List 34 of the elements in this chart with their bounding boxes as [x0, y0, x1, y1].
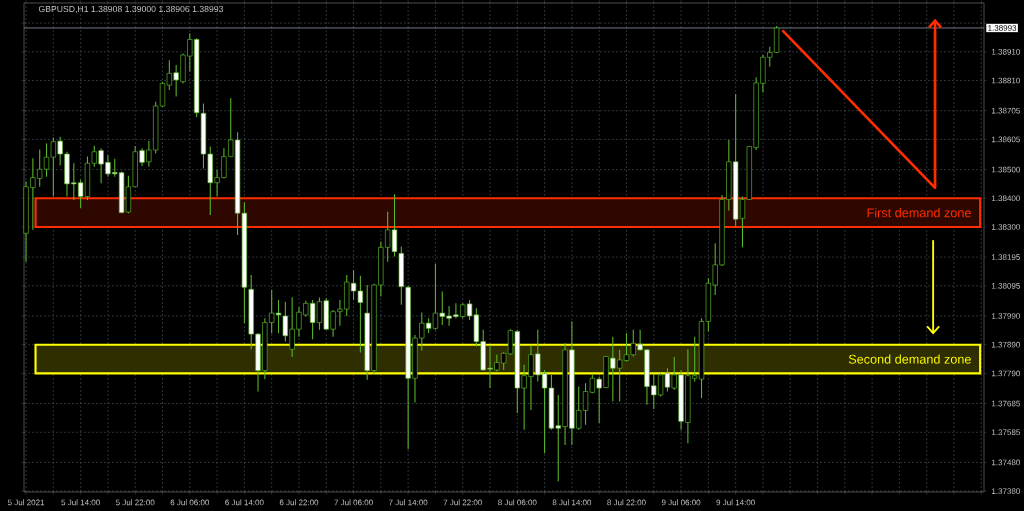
- x-tick-label: 9 Jul 06:00: [661, 499, 701, 506]
- x-tick-label: 6 Jul 14:00: [225, 499, 264, 506]
- y-tick-label: 1.37585: [991, 429, 1020, 436]
- y-tick-label: 1.38300: [991, 224, 1020, 230]
- ref-line-label: 1.38993: [988, 25, 1017, 31]
- x-tick-label: 9 Jul 14:00: [716, 499, 755, 506]
- y-tick-label: 1.38195: [991, 254, 1020, 260]
- y-tick-label: 1.38810: [991, 77, 1020, 84]
- y-tick-label: 1.37890: [991, 341, 1020, 348]
- x-tick-label: 5 Jul 22:00: [115, 499, 155, 506]
- x-tick-label: 6 Jul 06:00: [170, 499, 210, 506]
- x-tick-label: 7 Jul 14:00: [388, 499, 428, 506]
- y-tick-label: 1.38910: [991, 48, 1020, 55]
- x-tick-label: 6 Jul 22:00: [279, 499, 319, 506]
- band-label: Second demand zone: [848, 354, 971, 364]
- x-tick-label: 5 Jul 14:00: [61, 499, 100, 506]
- y-tick-label: 1.37380: [991, 488, 1020, 494]
- x-tick-label: 8 Jul 14:00: [552, 499, 592, 506]
- y-tick-label: 1.37990: [991, 313, 1020, 319]
- y-tick-label: 1.38095: [991, 283, 1020, 289]
- y-tick-label: 1.38500: [991, 166, 1020, 173]
- y-tick-label: 1.38400: [991, 195, 1020, 202]
- x-tick-label: 8 Jul 22:00: [607, 499, 646, 506]
- x-tick-label: 7 Jul 06:00: [334, 499, 373, 506]
- x-tick-label: 7 Jul 22:00: [443, 499, 482, 506]
- band-label: First demand zone: [867, 207, 971, 218]
- chart-title: GBPUSD,H1 1.38908 1.39000 1.38906 1.38993: [38, 5, 224, 14]
- y-tick-label: 1.37480: [991, 459, 1020, 466]
- x-tick-label: 8 Jul 06:00: [498, 499, 537, 506]
- y-tick-label: 1.37685: [991, 400, 1020, 407]
- y-tick-label: 1.38605: [991, 136, 1020, 143]
- y-tick-label: 1.38705: [991, 107, 1020, 114]
- x-tick-label: 5 Jul 2021: [7, 499, 45, 506]
- y-tick-label: 1.37790: [991, 370, 1020, 377]
